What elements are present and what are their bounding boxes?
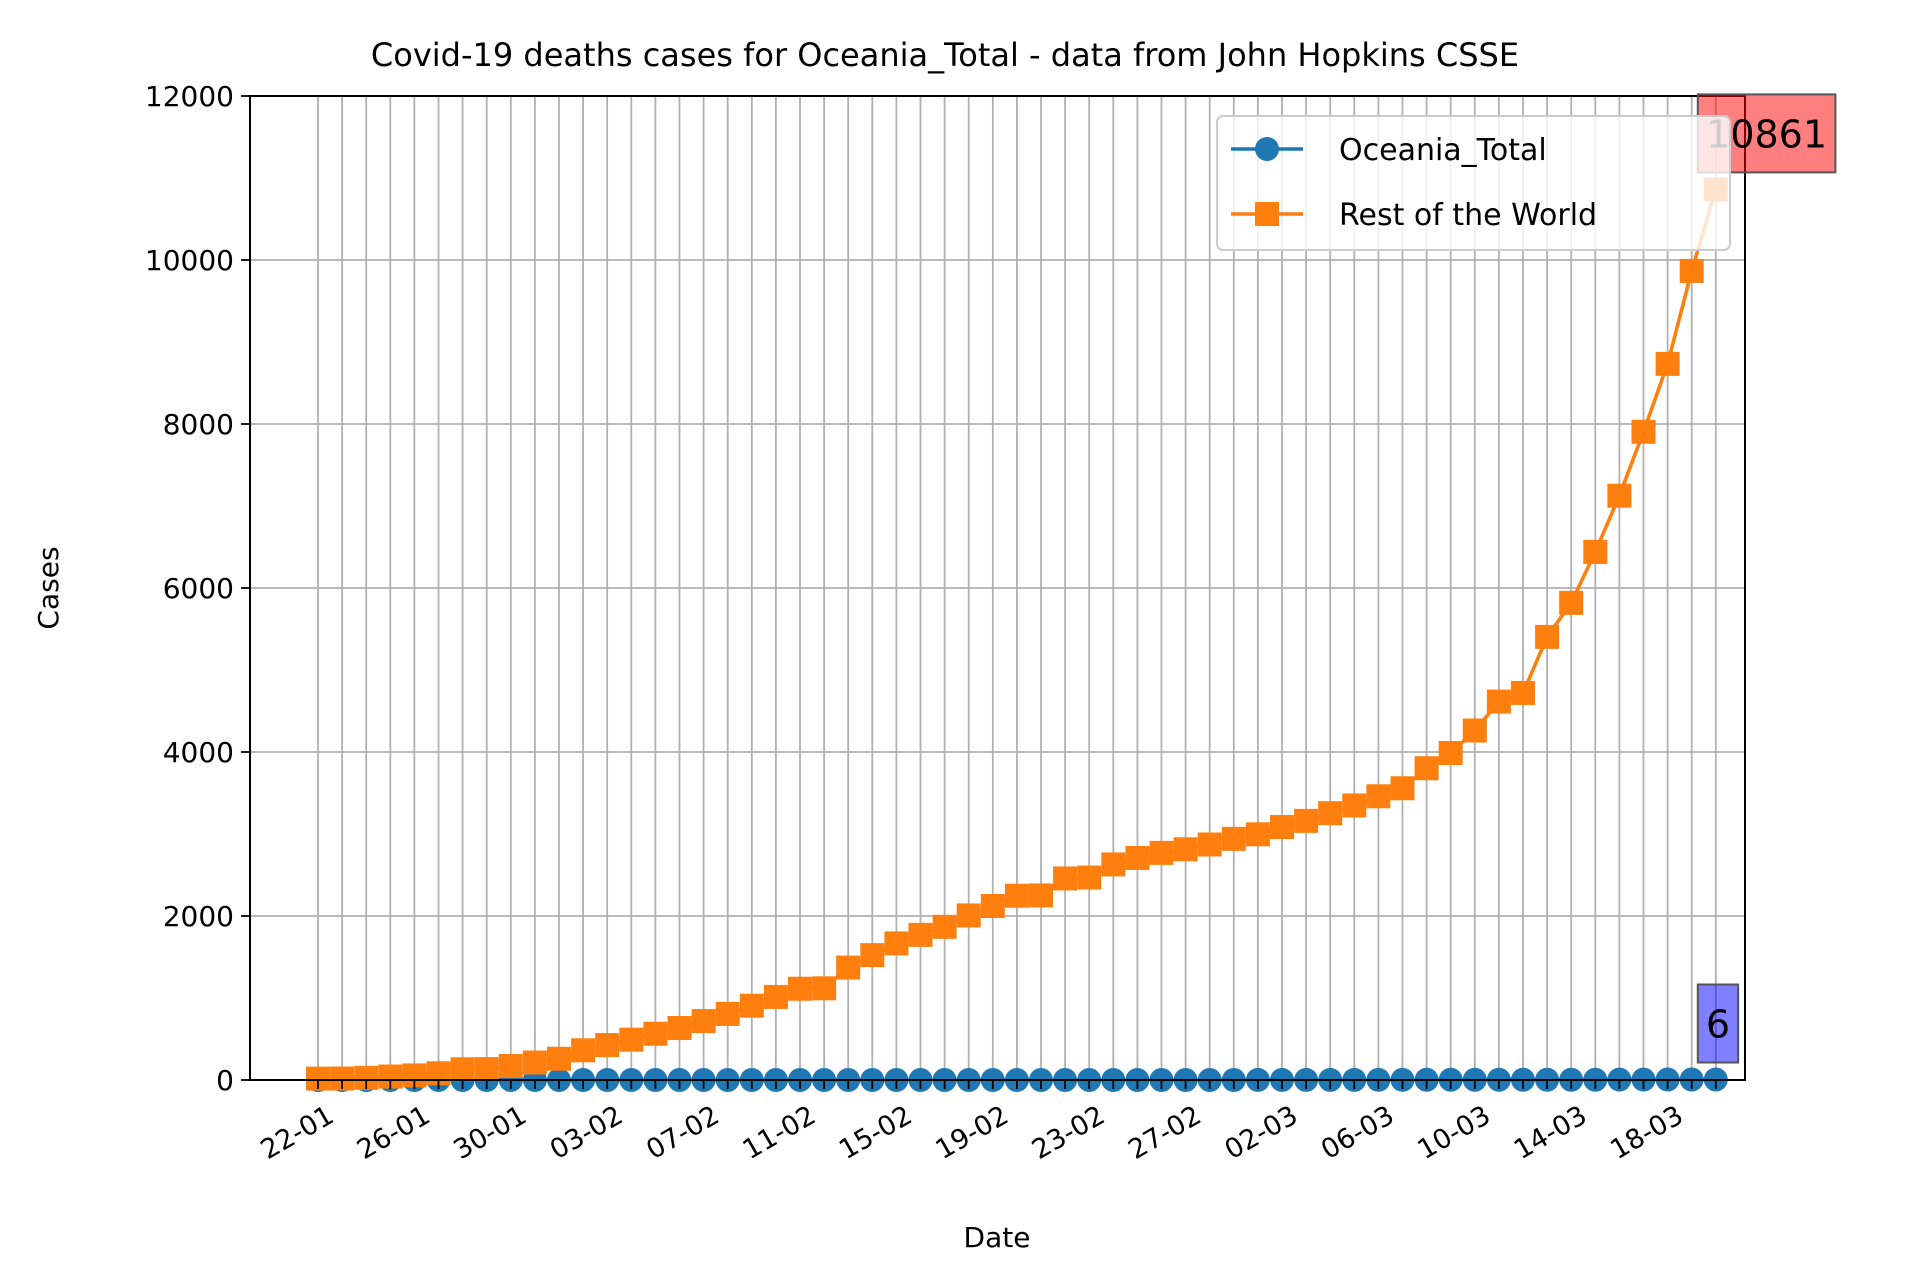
data-point [1053,866,1078,891]
y-tick-label: 8000 [163,408,234,441]
data-point [571,1038,596,1063]
data-point [1270,815,1294,840]
chart-title: Covid-19 deaths cases for Oceania_Total … [371,36,1519,74]
data-point [595,1033,620,1058]
series-rest-of-the-world [306,177,1728,1091]
data-point [1029,883,1053,908]
data-point [1149,840,1174,865]
value-annotation-label: 6 [1706,1003,1730,1047]
data-point [1655,351,1680,376]
y-axis-label: Cases [32,546,65,629]
legend-marker [1255,202,1279,226]
data-point [1101,852,1126,877]
data-point [1294,808,1319,833]
data-point [980,893,1005,918]
data-point [1559,590,1584,615]
data-point [691,1009,716,1034]
y-tick-label: 2000 [163,900,234,933]
data-point [1077,865,1102,890]
data-point [1607,483,1632,508]
data-point [474,1057,499,1082]
data-point [956,903,981,928]
data-point [739,993,764,1018]
data-point [1366,784,1391,809]
data-point [1535,624,1560,649]
data-point [1245,822,1270,847]
y-tick-label: 4000 [163,736,234,769]
data-point [715,1001,740,1026]
data-point [1125,845,1150,870]
y-tick-label: 0 [216,1064,234,1097]
data-point [836,955,861,980]
data-point [812,976,837,1001]
x-axis-label: Date [964,1221,1031,1254]
legend-box [1216,115,1731,251]
data-point [1173,837,1198,862]
legend-label: Rest of the World [1339,198,1597,233]
data-point [1511,680,1535,705]
data-point [1679,258,1704,283]
data-point [547,1046,571,1071]
data-point [1486,689,1511,714]
legend-label: Oceania_Total [1339,133,1547,168]
data-point [1390,776,1415,801]
data-point [450,1057,475,1082]
y-tick-label: 6000 [163,572,234,605]
data-point [860,943,885,968]
data-point [1583,539,1608,564]
value-annotation-box [1696,983,1740,1064]
data-point [1414,756,1439,781]
data-point [498,1053,523,1078]
data-point [932,914,957,939]
data-point [1438,740,1463,765]
data-point [788,976,812,1001]
data-point [522,1050,547,1075]
data-point [643,1021,668,1046]
data-point [1221,826,1246,851]
data-point [884,931,909,956]
legend: Oceania_Total Rest of the World [1216,115,1731,251]
y-tick-label: 10000 [145,244,234,277]
data-point [1004,883,1029,908]
data-point [1342,793,1367,818]
data-point [1462,718,1487,743]
data-point [619,1027,644,1052]
data-point [763,984,788,1009]
legend-marker [1255,137,1279,161]
legend-entry: Rest of the World [1231,198,1597,233]
data-point [1318,801,1343,826]
data-point [1197,832,1222,857]
legend-entry: Oceania_Total [1231,133,1547,168]
data-point [908,922,933,947]
data-point [1631,419,1656,444]
y-axis: 0 2000 4000 6000 8000 10000 12000 [145,80,250,1097]
data-point [667,1016,692,1041]
y-tick-label: 12000 [145,80,234,113]
